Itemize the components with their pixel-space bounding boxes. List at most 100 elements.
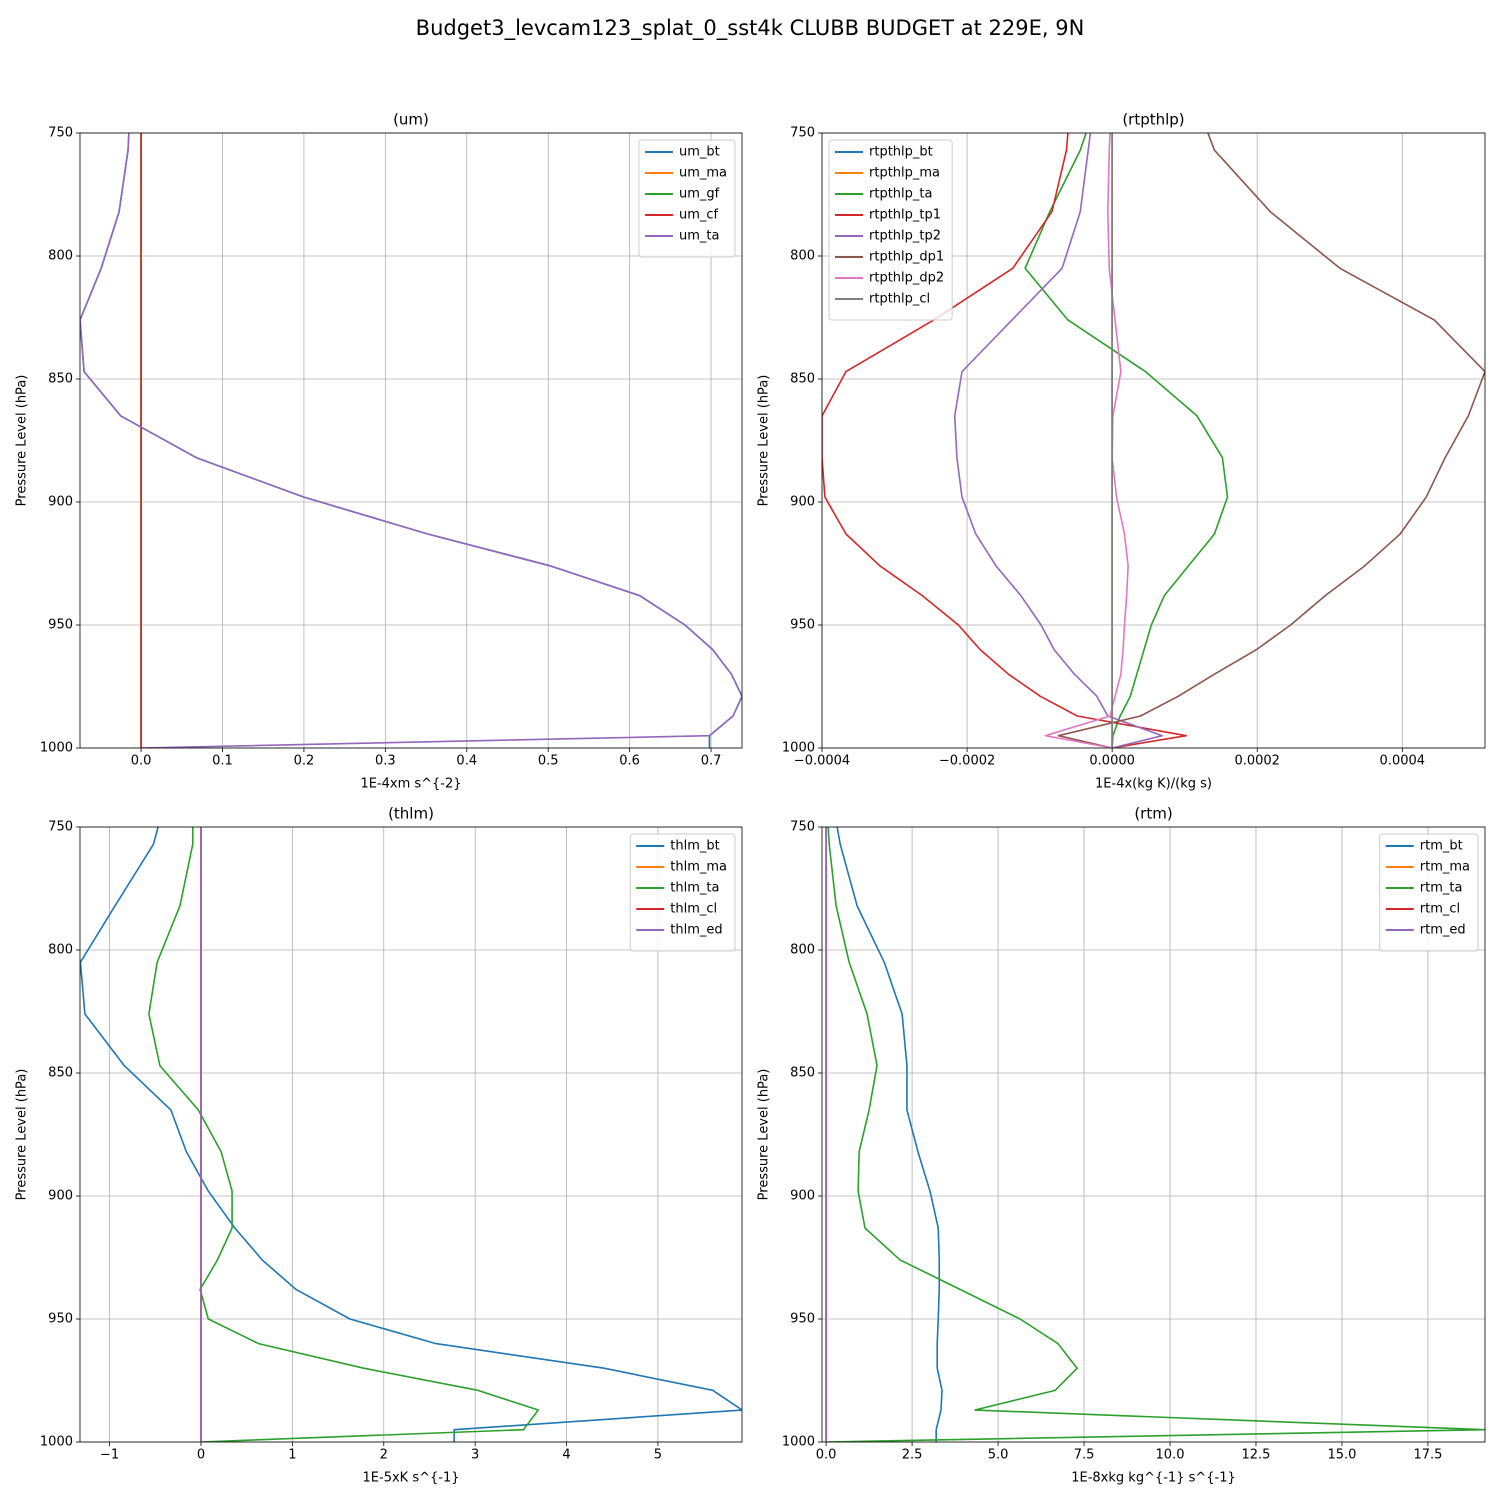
legend-label: rtpthlp_bt <box>869 145 933 160</box>
legend: um_bt um_ma um_gf um_cf um_ta <box>638 139 736 258</box>
series-line <box>148 827 540 1442</box>
subplot: 0.0 0.1 0.2 0.3 0.4 0.5 0.6 0.7 750 800 850 900 950 1… <box>15 111 743 792</box>
legend-frame <box>1379 833 1479 952</box>
x-axis-label: 1E-4xm s^{-2} <box>360 777 461 792</box>
legend-frame <box>638 139 736 258</box>
x-tick-label: 0.4 <box>456 754 477 769</box>
x-tick-label: 5.0 <box>988 1448 1009 1463</box>
legend: thlm_bt thlm_ma thlm_ta thlm_cl thlm_ed <box>629 833 736 952</box>
x-tick-label: 0 <box>197 1448 205 1463</box>
legend-label: rtm_ed <box>1420 923 1466 938</box>
x-tick-label: 0.2 <box>294 754 315 769</box>
x-tick-label: 5 <box>654 1448 662 1463</box>
y-tick-label: 950 <box>790 618 815 633</box>
x-tick-label: 0.0 <box>131 754 152 769</box>
series-line <box>836 827 943 1442</box>
legend-label: rtpthlp_tp2 <box>869 229 941 244</box>
x-tick-label: 2 <box>380 1448 388 1463</box>
y-tick-label: 850 <box>790 1066 815 1081</box>
x-tick-label: 1 <box>288 1448 296 1463</box>
x-tick-label: 17.5 <box>1413 1448 1442 1463</box>
x-axis-label: 1E-5xK s^{-1} <box>363 1471 460 1486</box>
legend-label: rtm_ma <box>1420 860 1470 875</box>
legend: rtm_bt rtm_ma rtm_ta rtm_cl rtm_ed <box>1379 833 1479 952</box>
y-tick-label: 850 <box>48 372 73 387</box>
y-tick-label: 800 <box>790 249 815 264</box>
legend-label: rtpthlp_cl <box>869 292 930 307</box>
x-tick-label: 0.0000 <box>1089 754 1135 769</box>
y-tick-label: 850 <box>790 372 815 387</box>
series-line <box>80 133 742 748</box>
x-tick-label: 0.0002 <box>1234 754 1280 769</box>
x-tick-label: 15.0 <box>1327 1448 1356 1463</box>
x-tick-label: 0.7 <box>701 754 722 769</box>
x-tick-label: 4 <box>562 1448 570 1463</box>
y-tick-label: 950 <box>790 1312 815 1327</box>
x-axis-label: 1E-4x(kg K)/(kg s) <box>1095 777 1212 792</box>
subplot: −1 0 1 2 3 4 5 750 800 850 900 950 1000 (thlm) 1E-5xK … <box>15 805 743 1486</box>
x-axis-label: 1E-8xkg kg^{-1} s^{-1} <box>1071 1471 1236 1486</box>
legend-label: thlm_ma <box>670 860 727 875</box>
y-tick-label: 750 <box>48 126 73 141</box>
legend-label: thlm_ta <box>670 881 719 896</box>
y-axis-label: Pressure Level (hPa) <box>15 375 30 507</box>
legend: rtpthlp_bt rtpthlp_ma rtpthlp_ta rtpthlp_tp… <box>828 139 953 321</box>
axes-frame <box>79 826 743 1443</box>
series-line <box>1024 133 1229 748</box>
plot-lines <box>825 827 1485 1442</box>
y-tick-label: 900 <box>48 495 73 510</box>
x-tick-label: 2.5 <box>902 1448 923 1463</box>
subplot: −0.0004 −0.0002 0.0000 0.0002 0.0004 750 800 85… <box>757 111 1486 792</box>
y-axis-label: Pressure Level (hPa) <box>15 1069 30 1201</box>
legend-frame <box>828 139 953 321</box>
series-line <box>953 133 1163 748</box>
legend-label: thlm_ed <box>670 923 722 938</box>
x-tick-label: 0.3 <box>375 754 396 769</box>
x-tick-label: −0.0004 <box>794 754 850 769</box>
x-tick-label: 3 <box>471 1448 479 1463</box>
x-tick-label: 0.0004 <box>1380 754 1426 769</box>
y-axis-label: Pressure Level (hPa) <box>757 375 772 507</box>
series-line <box>1044 133 1129 748</box>
legend-label: um_ta <box>679 229 719 244</box>
y-tick-label: 1000 <box>782 741 815 756</box>
y-tick-label: 1000 <box>40 1435 73 1450</box>
x-tick-label: 0.0 <box>816 1448 837 1463</box>
axes-frame <box>821 132 1486 749</box>
x-tick-label: 0.6 <box>619 754 640 769</box>
y-tick-label: 900 <box>48 1189 73 1204</box>
y-axis-label: Pressure Level (hPa) <box>757 1069 772 1201</box>
plot-lines <box>822 133 1485 748</box>
subplot: 0.0 2.5 5.0 7.5 10.0 12.5 15.0 17.5 750 800 850 900… <box>757 805 1486 1486</box>
series-line <box>826 827 1485 1442</box>
legend-label: rtpthlp_dp1 <box>869 250 944 265</box>
legend-label: um_bt <box>679 145 720 160</box>
series-line <box>1057 133 1485 748</box>
y-tick-label: 900 <box>790 1189 815 1204</box>
y-tick-label: 850 <box>48 1066 73 1081</box>
legend-label: rtm_bt <box>1420 839 1463 854</box>
x-tick-label: −0.0002 <box>939 754 995 769</box>
legend-label: rtpthlp_ta <box>869 187 932 202</box>
legend-label: rtm_cl <box>1420 902 1460 917</box>
x-tick-label: −1 <box>100 1448 119 1463</box>
legend-label: rtpthlp_ma <box>869 166 940 181</box>
y-tick-label: 800 <box>790 943 815 958</box>
legend-label: um_gf <box>679 187 720 202</box>
subplot-title: (um) <box>393 111 429 129</box>
plot-lines <box>80 133 742 748</box>
legend-label: um_ma <box>679 166 727 181</box>
subplot-title: (rtpthlp) <box>1122 111 1184 129</box>
subplot-title: (thlm) <box>388 805 434 823</box>
legend-label: thlm_bt <box>670 839 719 854</box>
y-tick-label: 800 <box>48 943 73 958</box>
x-tick-label: 12.5 <box>1241 1448 1270 1463</box>
y-tick-label: 800 <box>48 249 73 264</box>
legend-label: rtpthlp_tp1 <box>869 208 941 223</box>
legend-label: thlm_cl <box>670 902 717 917</box>
legend-label: rtm_ta <box>1420 881 1463 896</box>
x-tick-label: 0.1 <box>212 754 233 769</box>
y-tick-label: 750 <box>48 820 73 835</box>
